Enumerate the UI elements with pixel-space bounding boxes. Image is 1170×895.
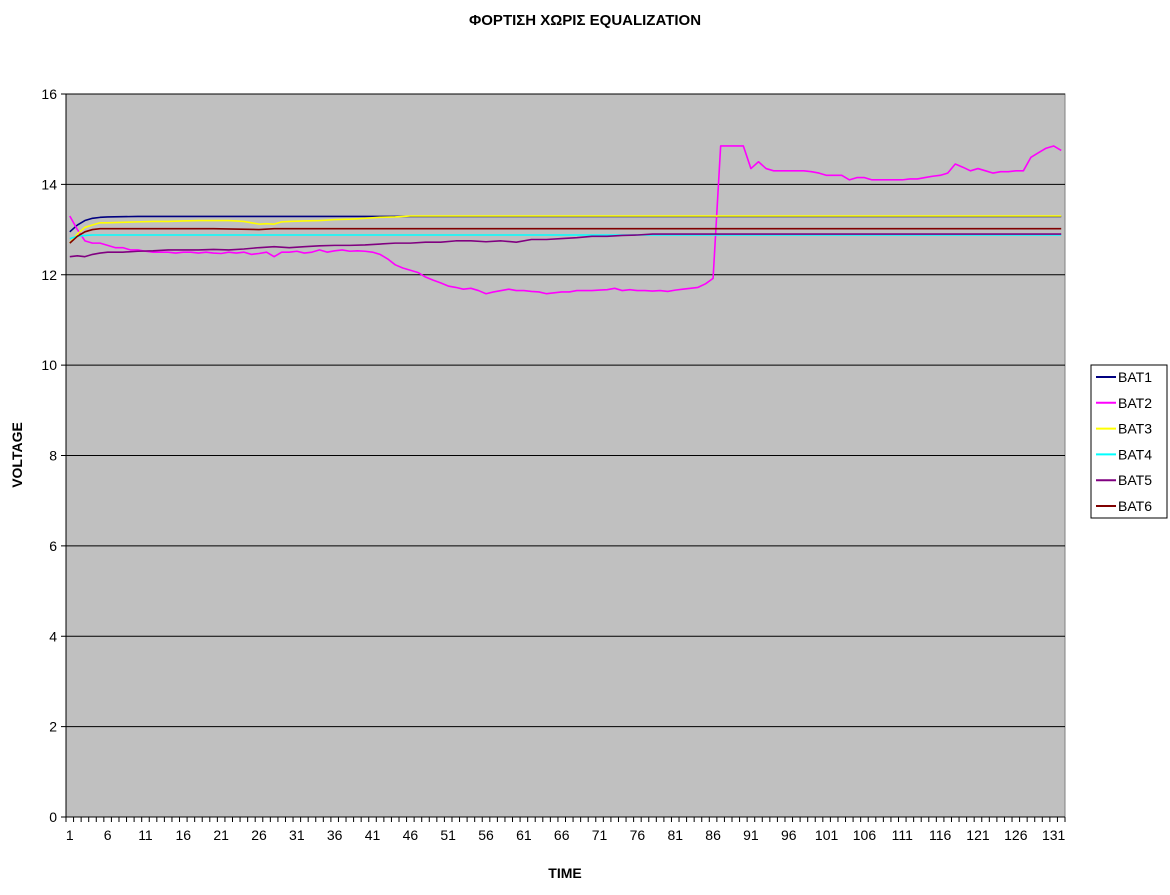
x-tick-label: 56 bbox=[478, 827, 494, 843]
x-tick-label: 36 bbox=[327, 827, 343, 843]
x-axis-title: TIME bbox=[548, 865, 581, 881]
legend-label-bat4: BAT4 bbox=[1118, 446, 1152, 462]
y-tick-label: 0 bbox=[49, 809, 57, 825]
y-tick-label: 14 bbox=[41, 176, 57, 192]
x-tick-label: 121 bbox=[966, 827, 990, 843]
series-lines bbox=[69, 145, 1062, 295]
x-tick-label: 11 bbox=[138, 827, 153, 843]
legend-label-bat1: BAT1 bbox=[1118, 369, 1152, 385]
y-tick-label: 10 bbox=[41, 357, 57, 373]
series-line-bat2 bbox=[69, 145, 1062, 295]
legend-label-bat2: BAT2 bbox=[1118, 395, 1152, 411]
legend-label-bat6: BAT6 bbox=[1118, 498, 1152, 514]
series-line-bat5 bbox=[69, 233, 1062, 258]
y-tick-label: 2 bbox=[49, 719, 57, 735]
x-tick-label: 116 bbox=[929, 827, 952, 843]
x-tick-label: 76 bbox=[630, 827, 646, 843]
x-tick-label: 91 bbox=[743, 827, 759, 843]
x-tick-label: 1 bbox=[66, 827, 74, 843]
x-tick-label: 126 bbox=[1004, 827, 1028, 843]
series-line-bat6 bbox=[69, 227, 1062, 244]
x-tick-label: 61 bbox=[516, 827, 532, 843]
x-tick-label: 86 bbox=[705, 827, 721, 843]
chart-title: ΦΟΡΤΙΣΗ ΧΩΡΙΣ EQUALIZATION bbox=[469, 12, 701, 29]
x-tick-label: 106 bbox=[853, 827, 877, 843]
x-tick-label: 111 bbox=[892, 827, 913, 843]
legend: BAT1 BAT2 BAT3 BAT4 BAT5 BAT6 bbox=[1090, 364, 1168, 519]
legend-label-bat3: BAT3 bbox=[1118, 421, 1152, 437]
x-tick-label: 51 bbox=[440, 827, 456, 843]
x-tick-label: 66 bbox=[554, 827, 570, 843]
x-tick-label: 26 bbox=[251, 827, 267, 843]
x-tick-label: 96 bbox=[781, 827, 797, 843]
y-tick-label: 8 bbox=[49, 448, 57, 464]
y-axis-ticks: 0 2 4 6 8 10 12 14 16 bbox=[41, 86, 67, 825]
y-tick-label: 12 bbox=[41, 267, 57, 283]
x-tick-label: 71 bbox=[592, 827, 608, 843]
x-tick-label: 31 bbox=[289, 827, 305, 843]
y-tick-label: 16 bbox=[41, 86, 57, 102]
x-tick-label: 16 bbox=[176, 827, 192, 843]
y-tick-label: 6 bbox=[49, 538, 57, 554]
legend-label-bat5: BAT5 bbox=[1118, 472, 1152, 488]
gridlines bbox=[66, 93, 1065, 728]
x-tick-label: 21 bbox=[213, 827, 229, 843]
x-tick-label: 131 bbox=[1042, 827, 1066, 843]
x-tick-label: 81 bbox=[667, 827, 683, 843]
y-tick-label: 4 bbox=[49, 628, 57, 644]
x-tick-label: 101 bbox=[815, 827, 839, 843]
x-axis-ticks: 1 6 11 16 21 26 31 36 41 46 51 56 61 66 71 76 81 86 91 96 10… bbox=[65, 816, 1066, 843]
series-line-bat3 bbox=[69, 215, 1062, 244]
legend-box bbox=[1090, 364, 1168, 519]
y-axis-title: VOLTAGE bbox=[9, 422, 25, 488]
x-tick-label: 41 bbox=[365, 827, 381, 843]
x-tick-label: 6 bbox=[104, 827, 112, 843]
x-tick-label: 46 bbox=[403, 827, 419, 843]
series-line-bat1 bbox=[69, 215, 1062, 233]
